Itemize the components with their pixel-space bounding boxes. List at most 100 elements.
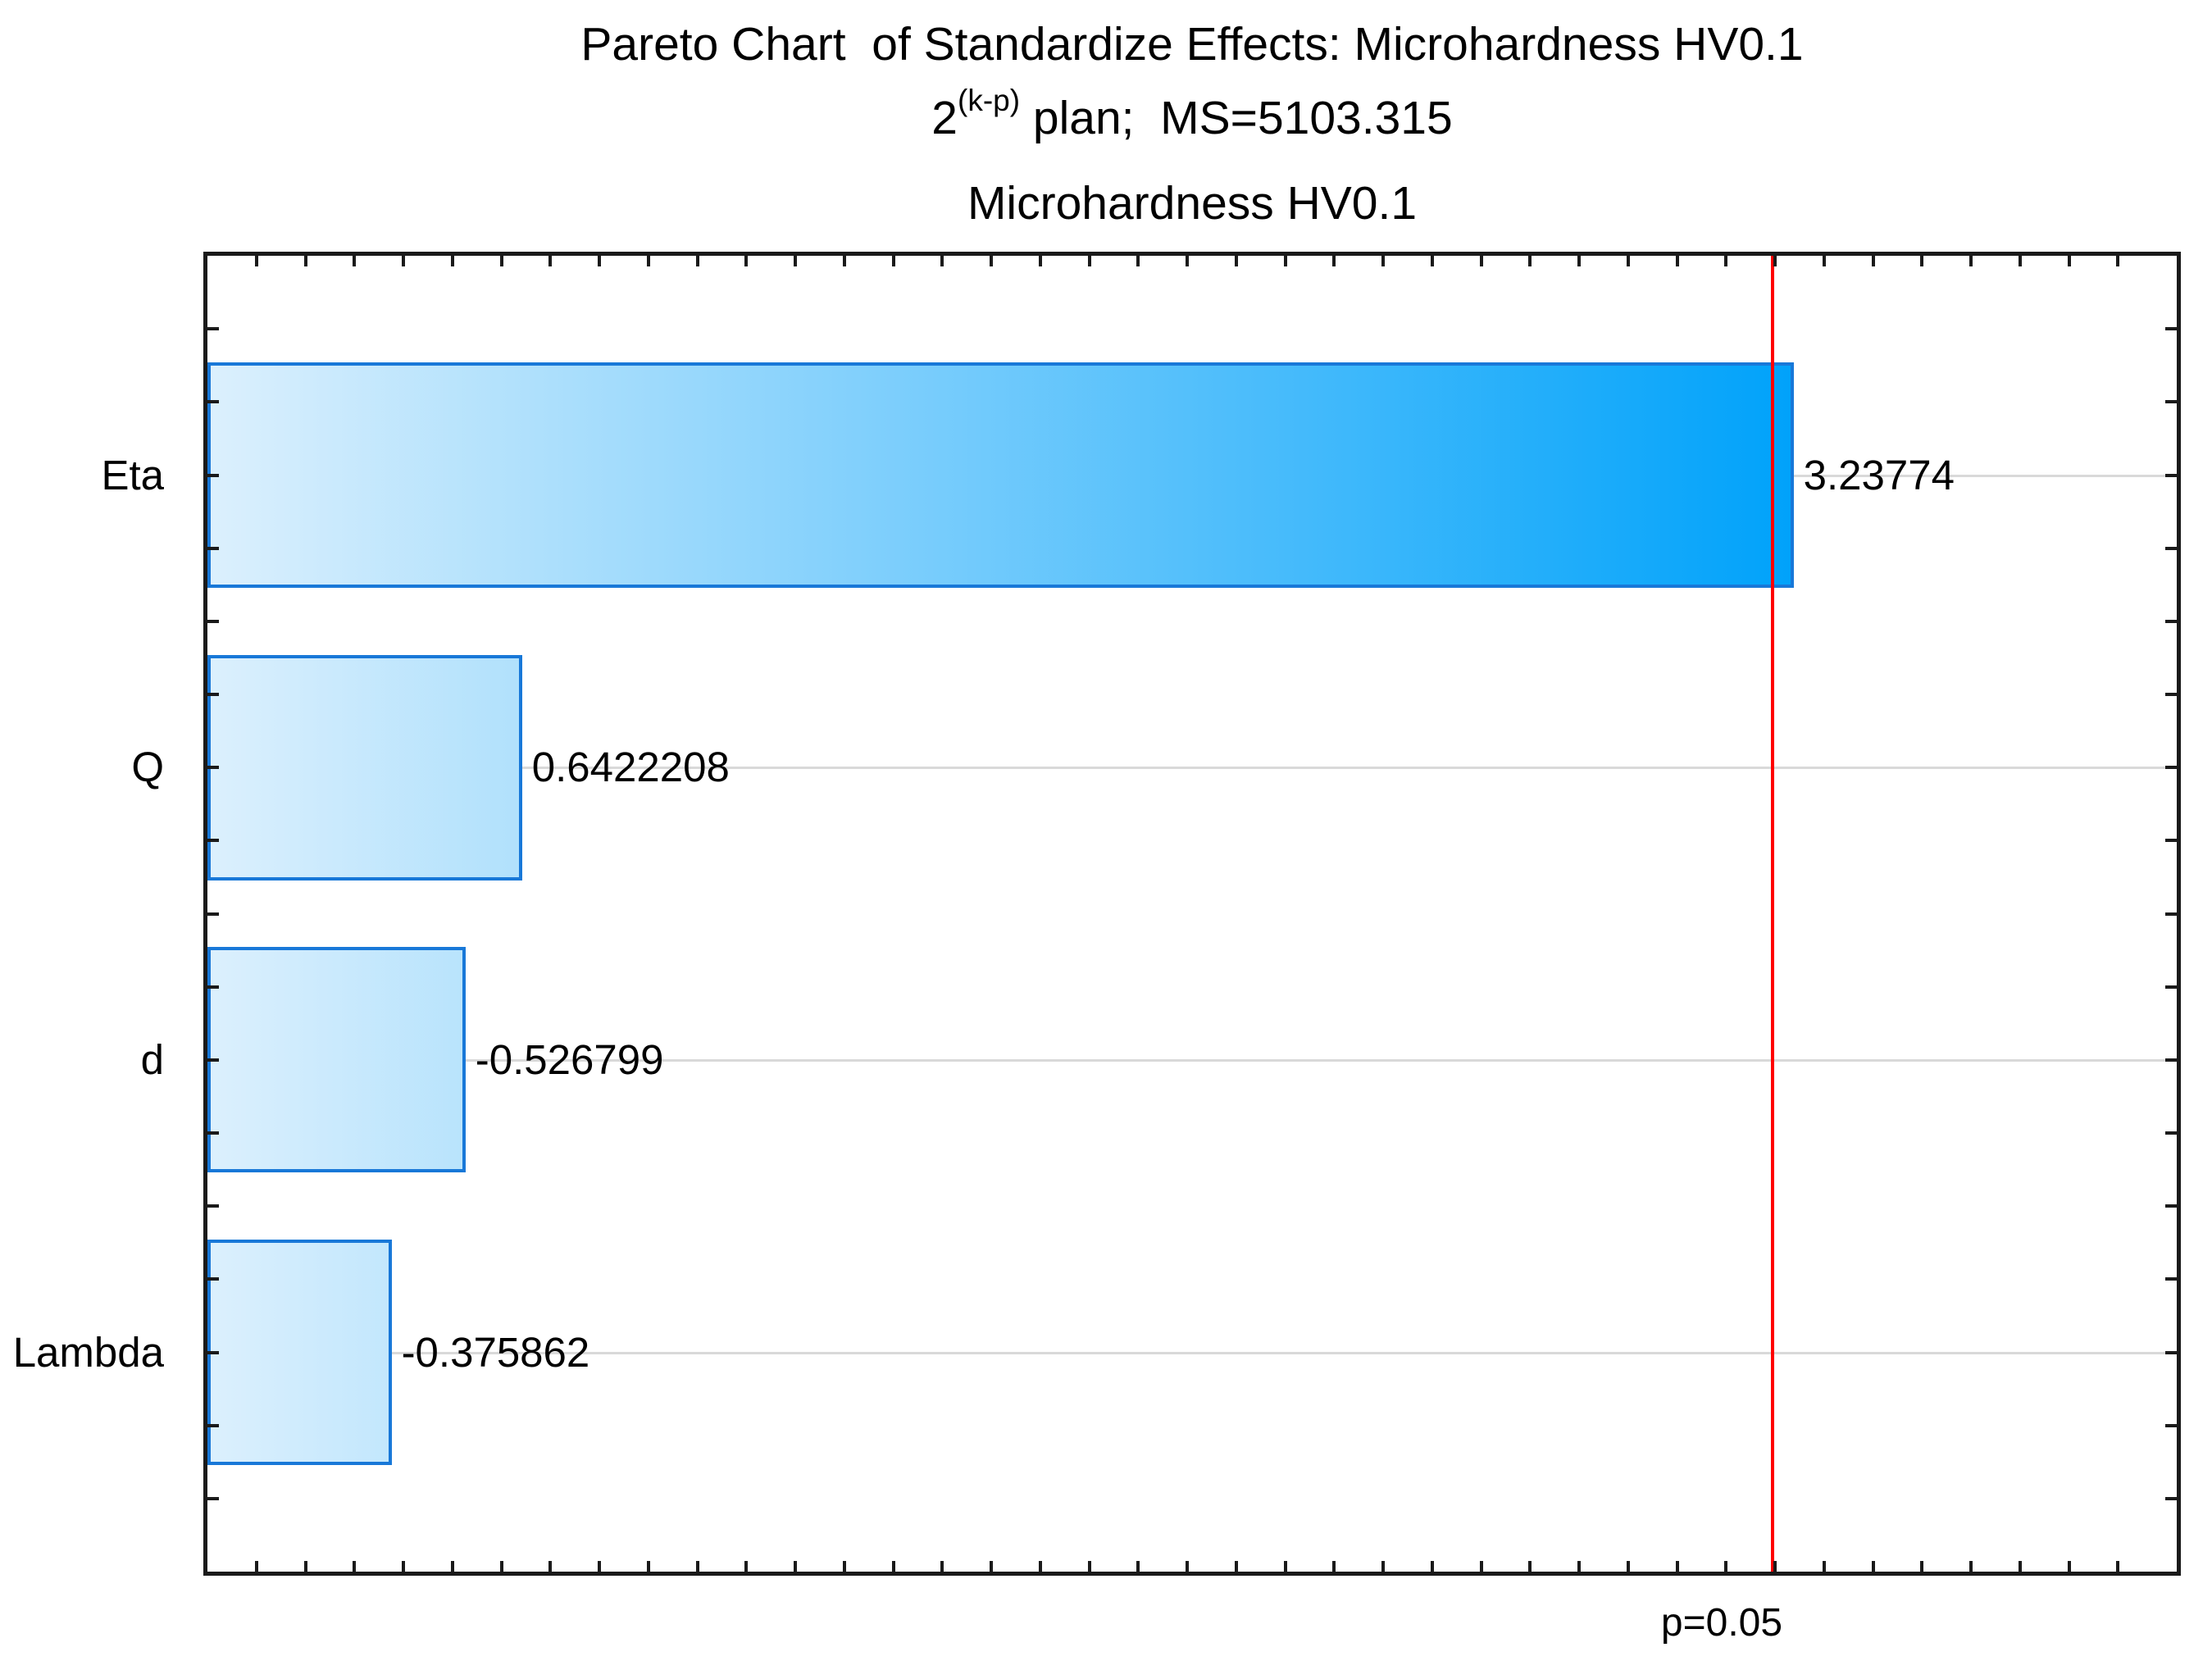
x-tick-top [2116, 256, 2120, 266]
y-tick-left [207, 1350, 219, 1354]
x-tick-bottom [1528, 1561, 1532, 1572]
subtitle-base: 2 [931, 92, 958, 144]
x-tick-bottom [1626, 1561, 1630, 1572]
chart-subtitle: 2(k-p) plan; MS=5103.315 [203, 85, 2181, 144]
x-tick-top [990, 256, 994, 266]
x-tick-top [2018, 256, 2022, 266]
x-tick-bottom [1871, 1561, 1875, 1572]
y-tick-left [207, 1204, 219, 1208]
x-tick-top [598, 256, 601, 266]
y-tick-left [207, 766, 219, 770]
x-tick-top [842, 256, 846, 266]
y-tick-right [2165, 473, 2177, 477]
x-tick-bottom [1920, 1561, 1924, 1572]
x-tick-bottom [744, 1561, 749, 1572]
y-tick-right [2165, 693, 2177, 696]
y-tick-right [2165, 546, 2177, 550]
bar-eta [207, 362, 1794, 588]
y-tick-right [2165, 1277, 2177, 1281]
x-tick-bottom [2067, 1561, 2071, 1572]
chart-title: Pareto Chart of Standardize Effects: Mic… [580, 18, 1804, 71]
x-tick-top [1332, 256, 1336, 266]
y-tick-left [207, 473, 219, 477]
x-tick-bottom [891, 1561, 895, 1572]
gridline-lambda [207, 1351, 2177, 1354]
x-tick-bottom [2018, 1561, 2022, 1572]
x-tick-bottom [598, 1561, 601, 1572]
x-tick-bottom [1186, 1561, 1190, 1572]
bar-q [207, 654, 522, 881]
x-tick-bottom [1381, 1561, 1386, 1572]
subtitle-rest: plan; MS=5103.315 [1020, 92, 1453, 144]
p-value-label: p=0.05 [1660, 1601, 1783, 1645]
x-tick-bottom [1234, 1561, 1238, 1572]
x-tick-bottom [548, 1561, 553, 1572]
x-tick-top [450, 256, 454, 266]
x-tick-top [1724, 256, 1728, 266]
x-tick-bottom [1822, 1561, 1826, 1572]
x-tick-bottom [695, 1561, 699, 1572]
x-tick-top [744, 256, 749, 266]
x-tick-top [1920, 256, 1924, 266]
bar-d [207, 947, 466, 1173]
x-tick-top [1381, 256, 1386, 266]
bar-value-label-q: 0.6422208 [531, 744, 730, 791]
y-tick-left [207, 546, 219, 550]
x-tick-bottom [1332, 1561, 1336, 1572]
x-tick-top [891, 256, 895, 266]
x-tick-bottom [794, 1561, 797, 1572]
y-tick-left [207, 327, 219, 331]
x-tick-bottom [450, 1561, 454, 1572]
y-tick-left [207, 400, 219, 404]
x-tick-top [303, 256, 307, 266]
category-label-lambda: Lambda [12, 1328, 164, 1376]
x-tick-bottom [1773, 1561, 1777, 1572]
x-tick-top [499, 256, 503, 266]
y-tick-right [2165, 1058, 2177, 1062]
x-tick-top [1822, 256, 1826, 266]
x-tick-bottom [1675, 1561, 1679, 1572]
x-tick-bottom [353, 1561, 357, 1572]
y-tick-left [207, 912, 219, 916]
y-tick-right [2165, 1423, 2177, 1427]
x-tick-bottom [499, 1561, 503, 1572]
y-tick-left [207, 1423, 219, 1427]
x-tick-bottom [1136, 1561, 1140, 1572]
chart-subtitle-2: Microhardness HV0.1 [967, 177, 1418, 230]
x-tick-bottom [1479, 1561, 1483, 1572]
x-tick-bottom [1430, 1561, 1434, 1572]
plot-area [203, 252, 2181, 1576]
gridline-d [207, 1058, 2177, 1062]
significance-line [1771, 256, 1775, 1572]
y-tick-left [207, 985, 219, 989]
x-tick-bottom [303, 1561, 307, 1572]
x-tick-top [1087, 256, 1091, 266]
category-label-d: d [140, 1035, 164, 1083]
x-tick-bottom [2116, 1561, 2120, 1572]
x-tick-bottom [254, 1561, 258, 1572]
y-tick-right [2165, 1496, 2177, 1500]
bar-value-label-lambda: -0.375862 [401, 1328, 590, 1376]
x-tick-top [1234, 256, 1238, 266]
x-tick-top [1675, 256, 1679, 266]
x-tick-top [940, 256, 944, 266]
y-tick-right [2165, 912, 2177, 916]
y-tick-right [2165, 766, 2177, 770]
x-tick-top [1430, 256, 1434, 266]
y-tick-left [207, 1131, 219, 1135]
x-tick-top [1186, 256, 1190, 266]
y-tick-right [2165, 400, 2177, 404]
x-tick-top [646, 256, 650, 266]
y-tick-right [2165, 619, 2177, 623]
x-tick-top [1969, 256, 1973, 266]
subtitle-superscript: (k-p) [958, 84, 1021, 117]
y-tick-left [207, 839, 219, 843]
x-tick-top [1773, 256, 1777, 266]
category-label-q: Q [131, 744, 164, 791]
y-tick-right [2165, 1204, 2177, 1208]
x-tick-top [1528, 256, 1532, 266]
x-tick-top [2067, 256, 2071, 266]
x-tick-top [1626, 256, 1630, 266]
x-tick-bottom [646, 1561, 650, 1572]
y-tick-right [2165, 985, 2177, 989]
